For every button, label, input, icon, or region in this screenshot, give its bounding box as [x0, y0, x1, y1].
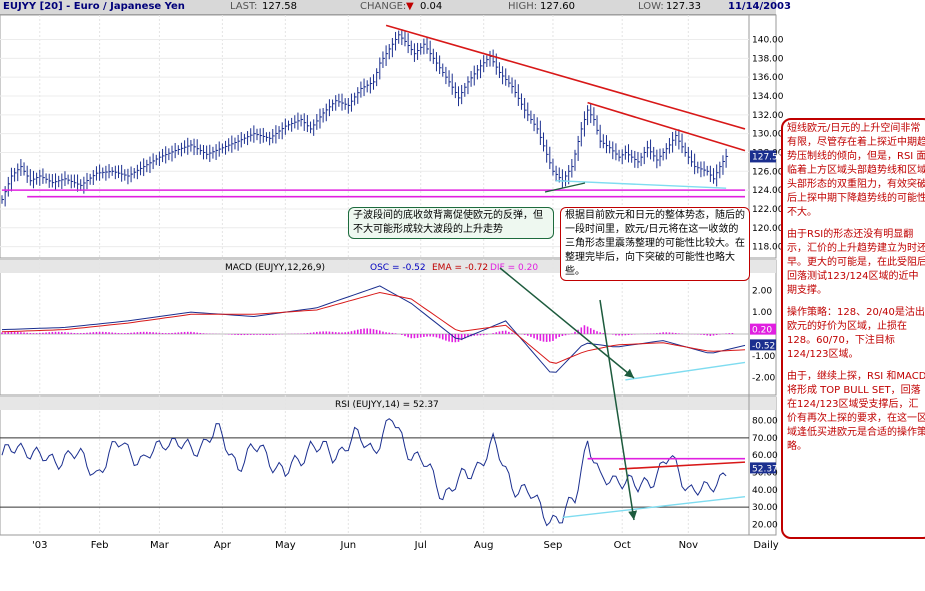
rsi-last-tag-text: 52.37	[752, 464, 778, 474]
price-tick-label: 140.00	[752, 36, 784, 46]
note-divergence: 子波段间的底收敛背离促使欧元的反弹，但不大可能形成较大波段的上升走势	[348, 207, 554, 239]
month-tick-label: Mar	[150, 540, 170, 551]
price-last-tag-text: 127.58	[752, 152, 784, 162]
rsi-tick-label: 60.00	[752, 451, 778, 461]
macd-tick-label: 2.00	[752, 286, 772, 296]
rsi-last-tag	[750, 462, 776, 474]
panel-frame	[0, 259, 777, 396]
last-label: LAST:	[230, 1, 258, 12]
last-value: 127.58	[262, 1, 297, 12]
high-label: HIGH:	[508, 1, 538, 12]
rsi-tick-label: 50.00	[752, 469, 778, 479]
macd-dif-tag-text: 0.20	[752, 326, 772, 336]
rsi-tick-label: 70.00	[752, 434, 778, 444]
note-strategy-p3: 操作策略：128、20/40是沽出欧元的好价为区域，止损在128。60/70，下…	[787, 307, 925, 360]
arrow-to-price	[544, 182, 586, 193]
macd-osc-tag	[750, 339, 776, 351]
macd-osc-tag-text: -0.52	[752, 341, 775, 351]
note-strategy-p2: 由于RSI的形态还没有明显翻示，汇价的上升趋势建立为时还早。更大的可能是，在此受…	[787, 229, 925, 296]
rsi-tick-label: 20.00	[752, 520, 778, 530]
month-tick-label: Jun	[340, 540, 357, 551]
high-value: 127.60	[540, 1, 575, 12]
macd-line	[1, 285, 746, 373]
price-tick-label: 122.00	[752, 205, 784, 215]
month-tick-label: '03	[32, 540, 47, 551]
axis-labels: '03 Feb Mar Apr May Jun Jul Aug Sep Oct Nov Daily 11…	[32, 36, 784, 551]
month-tick-label: Aug	[474, 540, 494, 551]
change-value: 0.04	[420, 1, 443, 12]
trendlines	[2, 24, 746, 198]
price-lower-trendline	[556, 180, 727, 189]
month-tick-label: Feb	[91, 540, 109, 551]
macd-title-macd_ema: EMA = -0.72	[432, 263, 488, 273]
chart-header: EUJYY [20] - Euro / Japanese Yen LAST: 1…	[0, 0, 791, 15]
low-label: LOW:	[638, 1, 664, 12]
macd-trendline	[625, 361, 746, 381]
rsi-tick-label: 30.00	[752, 503, 778, 513]
period-label: Daily	[753, 540, 778, 551]
rsi-panel	[1, 418, 746, 527]
change-label: CHANGE:	[360, 1, 407, 12]
macd-title-macd_title: MACD (EUJYY,12,26,9)	[225, 263, 325, 273]
annotation-arrows	[499, 182, 638, 521]
month-tick-label: Jul	[414, 540, 427, 551]
upper-trendline-long	[385, 24, 746, 130]
arrow-to-rsi	[599, 299, 638, 521]
price-tick-label: 126.00	[752, 167, 784, 177]
symbol-title: EUJYY [20] - Euro / Japanese Yen	[3, 1, 185, 12]
price-tick-label: 132.00	[752, 111, 784, 121]
macd-title-macd_dif: DIF = 0.20	[490, 263, 538, 273]
macd-tick-label: -2.00	[752, 374, 776, 384]
month-tick-label: Oct	[614, 540, 631, 551]
month-tick-label: Apr	[214, 540, 232, 551]
low-value: 127.33	[666, 1, 701, 12]
rsi-tick-label: 40.00	[752, 486, 778, 496]
macd-tick-label: 1.00	[752, 308, 772, 318]
price-tick-label: 138.00	[752, 54, 784, 64]
price-last-tag	[750, 150, 776, 163]
price-tick-label: 130.00	[752, 130, 784, 140]
rsi-cyan-trendline	[562, 496, 746, 519]
price-tick-label: 120.00	[752, 224, 784, 234]
price-tick-label: 124.00	[752, 186, 784, 196]
note-strategy-p4: 由于，继续上探，RSI 和MACD将形成 TOP BULL SET，回落在124…	[787, 371, 925, 452]
rsi-title: RSI (EUJYY,14) = 52.37	[335, 400, 439, 410]
price-tick-label: 118.00	[752, 243, 784, 253]
note-triangle: 根据目前欧元和日元的整体势态，随后的一段时间里，欧元/日元将在这一收敛的三角形态…	[560, 207, 750, 281]
change-arrow-icon: ▼	[406, 1, 414, 12]
month-tick-label: Sep	[544, 540, 563, 551]
note-strategy-p1: 短线欧元/日元的上升空间非常有限，尽管存在着上探近中期趋势压制线的倾向，但是，R…	[787, 123, 925, 218]
arrow-to-macd	[499, 267, 635, 379]
rsi-red-trendline	[619, 461, 746, 470]
macd-title-macd_osc: OSC = -0.52	[370, 263, 426, 273]
chart-date: 11/14/2003	[728, 1, 791, 12]
note-strategy: 短线欧元/日元的上升空间非常有限，尽管存在着上探近中期趋势压制线的倾向，但是，R…	[781, 118, 925, 539]
price-tick-label: 136.00	[752, 73, 784, 83]
price-bars	[1, 29, 729, 207]
month-tick-label: May	[275, 540, 296, 551]
macd-signal-line	[1, 291, 746, 364]
month-tick-label: Nov	[679, 540, 699, 551]
macd-tick-label: -1.00	[752, 352, 776, 362]
rsi-title-bar	[0, 397, 776, 410]
rsi-line	[1, 418, 727, 527]
price-tick-label: 134.00	[752, 92, 784, 102]
rsi-tick-label: 80.00	[752, 417, 778, 427]
macd-panel	[1, 285, 746, 381]
macd-dif-tag	[750, 323, 776, 335]
upper-trendline-short	[587, 101, 746, 152]
